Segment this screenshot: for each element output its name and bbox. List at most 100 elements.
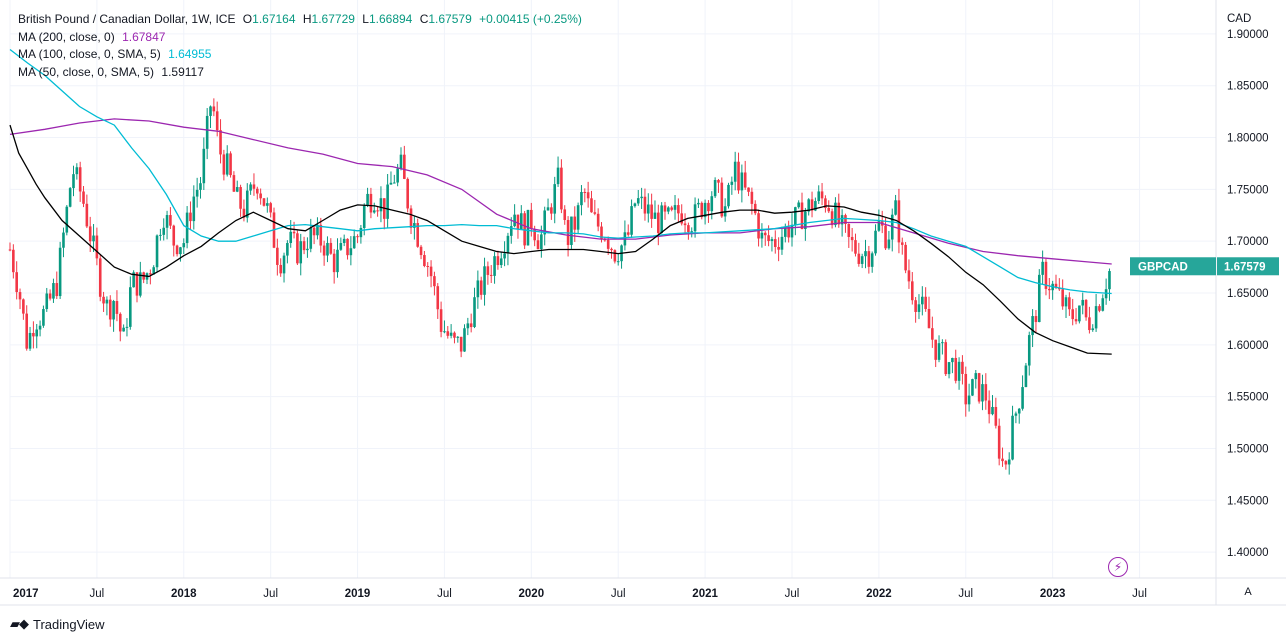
candle-body [593, 212, 597, 214]
candle-body [636, 198, 640, 204]
candlestick-series [8, 98, 1111, 475]
legend-ohlc: O1.67164 H1.67729 L1.66894 C1.67579 +0.0… [243, 12, 586, 26]
candle-body [212, 106, 216, 112]
candle-body [85, 203, 89, 227]
candle-body [914, 300, 917, 312]
candle-body [844, 215, 847, 225]
candle-body [319, 224, 323, 246]
candle-body [733, 161, 737, 182]
candle-body [426, 265, 430, 267]
candle-body [199, 183, 202, 190]
candle-body [787, 226, 790, 238]
candle-body [630, 206, 633, 235]
price-tick-label: 1.40000 [1227, 547, 1269, 559]
candle-body [252, 184, 256, 189]
candle-body [162, 227, 166, 235]
candle-body [513, 214, 516, 227]
candle-body [650, 204, 653, 219]
candle-body [1054, 283, 1058, 288]
candle-body [433, 276, 436, 287]
candle-body [362, 205, 366, 228]
candle-body [1101, 298, 1105, 311]
candle-body [767, 235, 770, 242]
candle-body [436, 286, 440, 310]
candle-body [326, 242, 329, 256]
candle-body [660, 205, 663, 234]
legend-ma200-row[interactable]: MA (200, close, 0) 1.67847 [18, 29, 590, 47]
legend-ma100-row[interactable]: MA (100, close, 0, SMA, 5) 1.64955 [18, 46, 590, 64]
candle-body [372, 210, 376, 213]
candle-body [403, 154, 406, 179]
candle-body [550, 207, 553, 214]
time-tick-label: 2021 [692, 588, 718, 600]
candle-body [359, 227, 363, 238]
candle-body [603, 239, 607, 241]
legend-symbol-row[interactable]: British Pound / Canadian Dollar, 1W, ICE… [18, 11, 590, 29]
candle-body [740, 172, 744, 191]
candle-body [1094, 306, 1098, 329]
candle-body [777, 246, 780, 250]
candle-body [643, 196, 647, 214]
candle-body [720, 182, 724, 217]
candle-body [800, 202, 804, 230]
candle-body [730, 181, 734, 185]
candle-body [753, 203, 757, 214]
candle-body [289, 231, 293, 244]
candle-body [1108, 271, 1111, 290]
candle-body [72, 174, 75, 189]
price-tick-label: 1.50000 [1227, 443, 1269, 455]
price-axis[interactable]: CAD 1.40000 1.45000 1.50000 1.55000 1.60000 1.… [1215, 0, 1269, 605]
candle-body [757, 213, 760, 239]
candle-body [276, 247, 279, 265]
price-tick-label: 1.80000 [1227, 133, 1269, 145]
candle-body [580, 191, 583, 206]
candle-body [773, 239, 777, 247]
auto-scale-button[interactable]: A [1244, 586, 1252, 598]
candle-body [38, 325, 42, 330]
time-tick-label: 2023 [1040, 588, 1066, 600]
legend-h-label: H [302, 12, 312, 26]
candle-body [894, 200, 897, 215]
legend-change: +0.00415 (+0.25%) [479, 12, 582, 26]
candle-body [443, 331, 446, 333]
candle-body [135, 272, 139, 296]
candle-body [349, 248, 353, 256]
price-tick-label: 1.45000 [1227, 495, 1269, 507]
candle-body [827, 207, 831, 212]
candle-body [530, 209, 533, 229]
candle-body [399, 154, 403, 169]
candle-body [626, 232, 630, 235]
legend-ma50-row[interactable]: MA (50, close, 0, SMA, 5) 1.59117 [18, 64, 590, 82]
candle-body [423, 255, 426, 266]
candle-body [606, 239, 610, 249]
candle-body [509, 226, 513, 236]
candle-body [784, 226, 787, 237]
candle-body [235, 187, 239, 192]
candle-body [991, 406, 994, 415]
candle-body [379, 198, 383, 212]
candle-body [747, 187, 750, 192]
candle-body [1021, 387, 1024, 409]
candle-body [493, 256, 496, 276]
time-tick-label: 2017 [13, 588, 39, 600]
candle-body [356, 236, 359, 238]
candle-body [245, 190, 249, 218]
candle-body [533, 228, 536, 241]
symbol-tag-text: GBPCAD [1138, 261, 1188, 273]
candle-body [540, 234, 543, 250]
legend-ma50-value: 1.59117 [161, 64, 204, 79]
candle-body [339, 243, 343, 250]
candle-body [790, 224, 794, 238]
candle-body [864, 251, 867, 257]
candle-body [473, 297, 476, 328]
time-axis[interactable]: 2017 Jul 2018 Jul 2019 Jul 2020 Jul 2021 Jul 2022 J… [0, 577, 1286, 606]
legend-ma100-name: MA (100, close, 0, SMA, 5) [18, 47, 161, 61]
last-price-text: 1.67579 [1224, 261, 1266, 273]
candle-body [817, 191, 821, 202]
lightning-icon[interactable]: ⚡ [1108, 557, 1128, 577]
candle-body [703, 202, 707, 218]
tradingview-brand[interactable]: ▰◆ TradingView [10, 616, 105, 632]
candle-body [560, 167, 563, 210]
